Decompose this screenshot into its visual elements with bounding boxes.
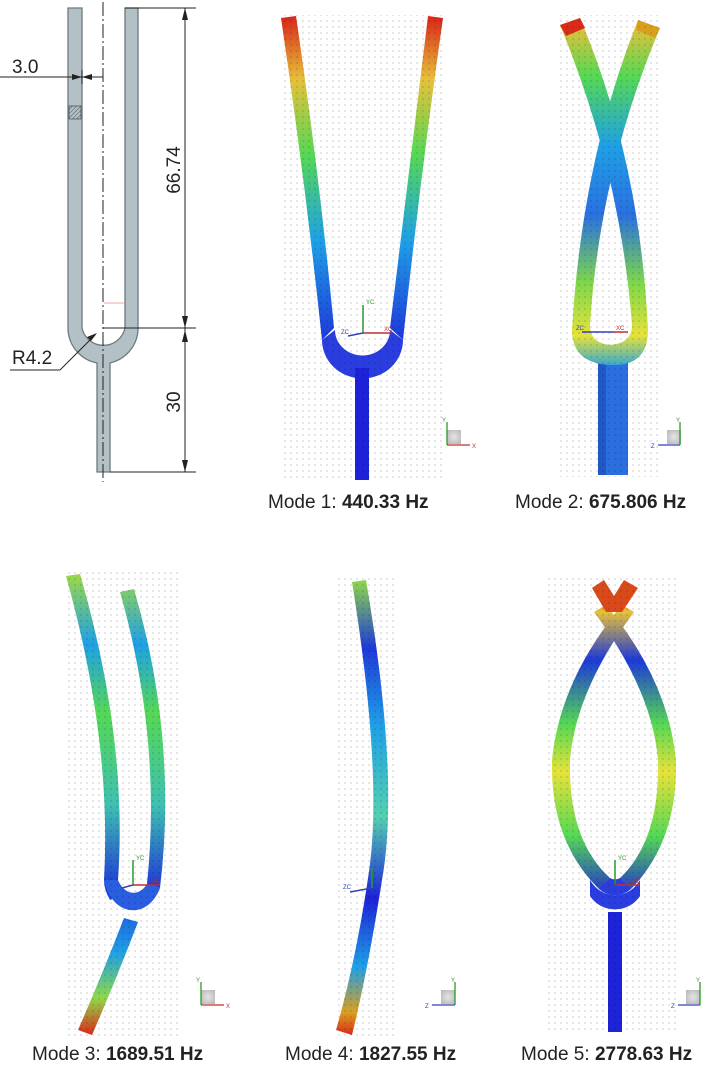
mode-3-prefix: Mode 3:	[32, 1044, 106, 1065]
section-hatch	[68, 105, 82, 120]
mode-5-plot: YC XC ZC Y Z	[548, 578, 701, 1034]
mode-4-plot: ZC Y Z	[334, 578, 456, 1038]
mode-4-prefix: Mode 4:	[285, 1044, 359, 1065]
mode-1-view-y-label: Y	[442, 418, 446, 424]
mode-1-view-x-label: X	[472, 444, 476, 450]
mode-1-frequency: 440.33 Hz	[341, 492, 429, 513]
mode-3-caption: Mode 3: 1689.51 Hz	[32, 1044, 203, 1066]
mode-5-frequency: 2778.63 Hz	[594, 1044, 693, 1065]
width-dimension-label: 3.0	[12, 57, 38, 78]
mode-5-prefix: Mode 5:	[521, 1044, 595, 1065]
mode-3-view-y-label: Y	[196, 978, 200, 984]
mode-2-zc-label: ZC	[576, 326, 585, 332]
mode-1-caption: Mode 1: 440.33 Hz	[268, 492, 429, 514]
mode-1-plot: YC XC ZC Y X	[281, 15, 476, 481]
mode-4-view-z-label: Z	[425, 1004, 429, 1010]
mode-5-caption: Mode 5: 2778.63 Hz	[521, 1044, 692, 1066]
prong-length-label: 66.74	[164, 146, 185, 194]
mode-5-view-y-label: Y	[696, 978, 700, 984]
mode-2-frequency: 675.806 Hz	[588, 492, 687, 513]
mode-3-plot: YC XC Y X	[64, 572, 230, 1038]
mode-1-prefix: Mode 1:	[268, 492, 342, 513]
mode-2-view-z-label: Z	[651, 444, 655, 450]
mode-4-zc-label: ZC	[343, 885, 352, 891]
mode-2-caption: Mode 2: 675.806 Hz	[515, 492, 686, 514]
mode-2-view-y-label: Y	[676, 418, 680, 424]
mode-4-caption: Mode 4: 1827.55 Hz	[285, 1044, 456, 1066]
mode-5-zc-label: ZC	[597, 882, 606, 888]
mode-3-xc-label: XC	[152, 879, 161, 885]
radius-label: R4.2	[12, 348, 52, 369]
mode-3-yc-label: YC	[136, 856, 145, 862]
mode-5-yc-label: YC	[618, 856, 627, 862]
mode-5-view-z-label: Z	[671, 1004, 675, 1010]
mode-4-view-y-label: Y	[451, 978, 455, 984]
fork-body-outline	[67, 7, 139, 473]
mode-1-zc-label: ZC	[341, 330, 350, 336]
mode-3-view-x-label: X	[226, 1004, 230, 1010]
mode-1-xc-label: XC	[384, 327, 393, 333]
mode-4-frequency: 1827.55 Hz	[358, 1044, 457, 1065]
mode-1-yc-label: YC	[366, 300, 375, 306]
tuning-fork-drawing: 3.0 66.74 30 R4.2	[0, 2, 196, 482]
mode-3-frequency: 1689.51 Hz	[105, 1044, 204, 1065]
mode-2-prefix: Mode 2:	[515, 492, 589, 513]
mode-5-xc-label: XC	[632, 879, 641, 885]
stem-length-label: 30	[164, 391, 185, 412]
mode-2-xc-label: XC	[616, 326, 625, 332]
mode-2-plot: ZC XC Y Z	[558, 15, 681, 477]
